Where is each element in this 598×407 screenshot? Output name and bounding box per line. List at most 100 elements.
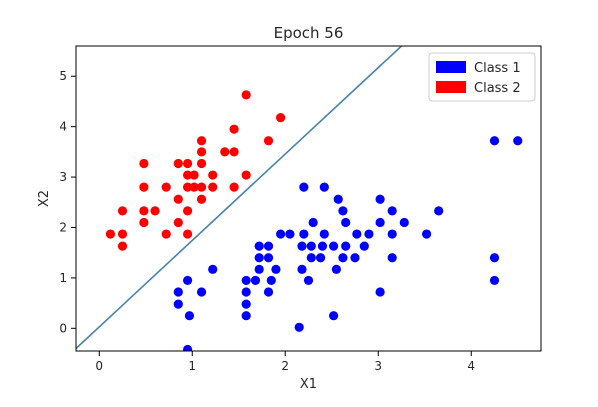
- point-class-1: [307, 253, 316, 262]
- point-class-1: [285, 229, 294, 238]
- point-class-2: [208, 183, 217, 192]
- point-class-2: [197, 147, 206, 156]
- point-class-1: [242, 276, 251, 285]
- point-class-2: [118, 229, 127, 238]
- point-class-1: [295, 323, 304, 332]
- point-class-1: [174, 300, 183, 309]
- point-class-1: [400, 218, 409, 227]
- point-class-1: [388, 206, 397, 215]
- point-class-1: [242, 300, 251, 309]
- point-class-1: [299, 229, 308, 238]
- point-class-2: [106, 229, 115, 238]
- point-class-1: [490, 136, 499, 145]
- x-tick-label: 1: [188, 359, 196, 373]
- point-class-1: [307, 242, 316, 251]
- point-class-1: [271, 265, 280, 274]
- point-class-2: [230, 183, 239, 192]
- point-class-2: [139, 218, 148, 227]
- point-class-2: [220, 147, 229, 156]
- point-class-1: [255, 242, 264, 251]
- y-tick-label: 0: [59, 321, 67, 335]
- point-class-1: [264, 242, 273, 251]
- point-class-1: [332, 265, 341, 274]
- point-class-1: [208, 265, 217, 274]
- point-class-1: [297, 265, 306, 274]
- point-class-1: [388, 253, 397, 262]
- point-class-2: [183, 206, 192, 215]
- point-class-2: [230, 125, 239, 134]
- point-class-1: [185, 311, 194, 320]
- point-class-1: [360, 242, 369, 251]
- legend: Class 1 Class 2: [429, 53, 535, 101]
- point-class-2: [208, 170, 217, 179]
- point-class-1: [350, 253, 359, 262]
- point-class-2: [162, 183, 171, 192]
- point-class-2: [197, 136, 206, 145]
- point-class-1: [251, 276, 260, 285]
- point-class-2: [197, 159, 206, 168]
- point-class-1: [197, 287, 206, 296]
- point-class-2: [242, 90, 251, 99]
- point-class-2: [230, 147, 239, 156]
- point-class-1: [264, 253, 273, 262]
- point-class-1: [490, 276, 499, 285]
- point-class-1: [276, 229, 285, 238]
- x-tick-label: 4: [467, 359, 475, 373]
- y-tick-label: 2: [59, 220, 67, 234]
- y-tick-label: 1: [59, 271, 67, 285]
- point-class-1: [341, 218, 350, 227]
- x-tick-label: 0: [95, 359, 103, 373]
- point-class-2: [174, 159, 183, 168]
- y-tick-label: 5: [59, 69, 67, 83]
- legend-swatch-class-2: [436, 81, 466, 93]
- point-class-1: [329, 242, 338, 251]
- point-class-1: [320, 229, 329, 238]
- point-class-2: [118, 206, 127, 215]
- point-class-1: [320, 183, 329, 192]
- point-class-1: [434, 206, 443, 215]
- chart-title: Epoch 56: [274, 24, 344, 42]
- point-class-1: [174, 287, 183, 296]
- point-class-1: [183, 276, 192, 285]
- point-class-1: [422, 229, 431, 238]
- point-class-2: [118, 242, 127, 251]
- point-class-1: [242, 311, 251, 320]
- point-class-1: [338, 206, 347, 215]
- point-class-2: [242, 170, 251, 179]
- point-class-1: [316, 253, 325, 262]
- point-class-1: [304, 276, 313, 285]
- x-tick-label: 2: [281, 359, 289, 373]
- point-class-1: [388, 229, 397, 238]
- point-class-1: [341, 242, 350, 251]
- point-class-1: [242, 287, 251, 296]
- point-class-2: [139, 206, 148, 215]
- point-class-2: [276, 113, 285, 122]
- point-class-2: [150, 206, 159, 215]
- point-class-2: [174, 195, 183, 204]
- y-tick-label: 3: [59, 170, 67, 184]
- point-class-2: [162, 229, 171, 238]
- point-class-2: [183, 229, 192, 238]
- point-class-2: [139, 159, 148, 168]
- point-class-1: [364, 229, 373, 238]
- point-class-2: [190, 170, 199, 179]
- legend-label-class-2: Class 2: [474, 81, 521, 96]
- point-class-1: [264, 287, 273, 296]
- point-class-1: [490, 253, 499, 262]
- point-class-1: [255, 265, 264, 274]
- y-axis-label: X2: [37, 190, 52, 207]
- point-class-1: [297, 242, 306, 251]
- point-class-1: [338, 253, 347, 262]
- y-tick-label: 4: [59, 120, 67, 134]
- point-class-1: [267, 276, 276, 285]
- point-class-1: [376, 287, 385, 296]
- x-tick-label: 3: [374, 359, 382, 373]
- x-axis-label: X1: [300, 377, 317, 392]
- point-class-1: [334, 195, 343, 204]
- point-class-1: [299, 183, 308, 192]
- point-class-2: [197, 183, 206, 192]
- point-class-2: [183, 159, 192, 168]
- point-class-1: [255, 253, 264, 262]
